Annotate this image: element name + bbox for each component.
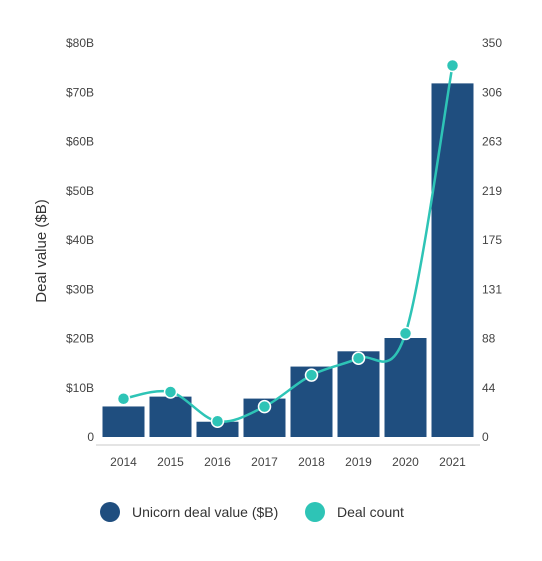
- y-right-tick-label: 175: [482, 233, 502, 247]
- x-tick-label: 2016: [204, 455, 231, 469]
- deal-count-point-2016: [210, 414, 225, 428]
- x-tick-label: 2014: [110, 455, 137, 469]
- y-left-tick-label: $10B: [66, 381, 94, 395]
- y-left-tick-label: $80B: [66, 36, 94, 50]
- y-right-tick-label: 88: [482, 332, 496, 346]
- deal-count-point-2018: [304, 368, 319, 382]
- y-left-tick-label: 0: [87, 430, 94, 444]
- legend-swatch: [100, 502, 120, 522]
- y-left-tick-label: $70B: [66, 85, 94, 99]
- bar-2020: [384, 338, 427, 437]
- legend: Unicorn deal value ($B) Deal count: [100, 502, 404, 522]
- deal-count-point-2015: [163, 385, 178, 399]
- y-right-tick-label: 263: [482, 135, 502, 149]
- deal-count-point-2014: [116, 391, 131, 406]
- y-left-tick-label: $60B: [66, 135, 94, 149]
- y-right-tick-label: 306: [482, 85, 502, 99]
- y-left-tick-label: $50B: [66, 184, 94, 198]
- y-left-tick-label: $20B: [66, 332, 94, 346]
- deal-count-series: [116, 58, 460, 428]
- left-axis-ticks: 0 $10B $20B $30B $40B $50B $60B $70B $80B: [66, 36, 94, 444]
- y-right-tick-label: 44: [482, 381, 496, 395]
- legend-label: Unicorn deal value ($B): [132, 504, 278, 520]
- y-right-tick-label: 350: [482, 36, 502, 50]
- bar-2016: [196, 421, 239, 437]
- bar-2014: [102, 406, 145, 437]
- legend-swatch: [305, 502, 325, 522]
- deal-count-point-2021: [445, 58, 460, 73]
- y-right-tick-label: 219: [482, 184, 502, 198]
- legend-label: Deal count: [337, 504, 404, 520]
- deal-count-point-2019: [351, 351, 366, 365]
- x-tick-label: 2018: [298, 455, 325, 469]
- y-left-tick-label: $30B: [66, 282, 94, 296]
- x-tick-label: 2015: [157, 455, 184, 469]
- y-right-tick-label: 0: [482, 430, 489, 444]
- x-tick-label: 2020: [392, 455, 419, 469]
- bar-series: [102, 83, 474, 437]
- right-axis-ticks: 0 44 88 131 175 219 263 306 350: [482, 36, 502, 444]
- x-tick-label: 2019: [345, 455, 372, 469]
- y-axis-label: Deal value ($B): [33, 199, 50, 302]
- bar-2019: [337, 351, 380, 437]
- x-tick-label: 2021: [439, 455, 466, 469]
- deal-count-point-2017: [257, 399, 272, 414]
- x-axis-ticks: 2014 2015 2016 2017 2018 2019 2020 2021: [110, 455, 466, 469]
- y-left-tick-label: $40B: [66, 233, 94, 247]
- bar-2015: [149, 396, 192, 437]
- deal-count-point-2020: [398, 326, 413, 341]
- bar-2021: [431, 83, 474, 437]
- x-tick-label: 2017: [251, 455, 278, 469]
- y-right-tick-label: 131: [482, 282, 502, 296]
